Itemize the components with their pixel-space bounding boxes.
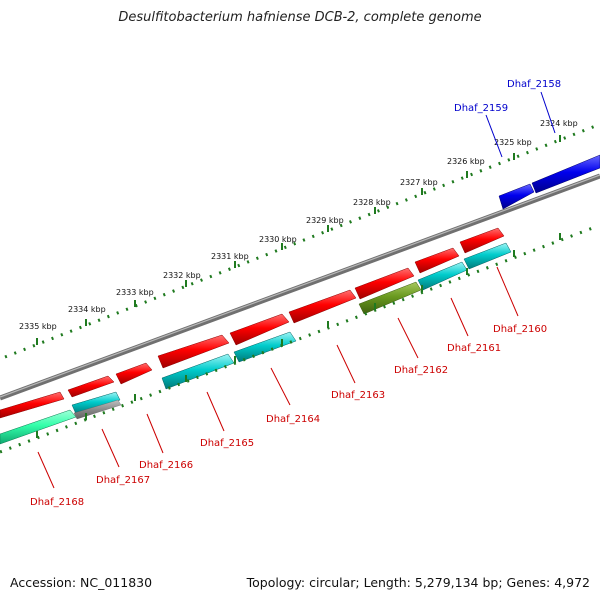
gene-label-dhaf-2164[interactable]: Dhaf_2164 [266,414,320,425]
gene-dhaf-2160-forward[interactable] [459,227,505,254]
forward-genes [0,154,600,419]
gene-dhaf-2165-forward[interactable] [157,334,230,369]
gene-label-dhaf-2159[interactable]: Dhaf_2159 [454,103,508,114]
scale-label: 2331 kbp [211,252,249,261]
gene-dhaf-2159-forward[interactable] [498,183,535,210]
scale-label: 2334 kbp [68,305,106,314]
accession-text: Accession: NC_011830 [10,575,153,590]
gene-label-dhaf-2165[interactable]: Dhaf_2165 [200,438,254,449]
scale-label: 2326 kbp [447,157,485,166]
gene-dhaf-2158-forward[interactable] [531,154,600,194]
scale-label: 2325 kbp [494,138,532,147]
scale-label: 2324 kbp [540,119,578,128]
gene-label-dhaf-2158[interactable]: Dhaf_2158 [507,79,561,90]
map-title: Desulfitobacterium hafniense DCB-2, comp… [118,10,482,25]
scale-label: 2335 kbp [19,322,57,331]
scale-label: 2332 kbp [163,271,201,280]
genome-backbone [0,173,600,401]
inner-tick-track [0,224,599,454]
genome-summary-text: Topology: circular; Length: 5,279,134 bp… [246,575,590,590]
gene-dhaf-2166-forward[interactable] [115,362,153,385]
scale-label: 2327 kbp [400,178,438,187]
gene-dhaf-2162-forward[interactable] [354,267,415,300]
scale-label: 2329 kbp [306,216,344,225]
scale-label: 2328 kbp [353,198,391,207]
gene-dhaf-2161-forward[interactable] [414,247,460,274]
gene-label-dhaf-2168[interactable]: Dhaf_2168 [30,497,84,508]
reverse-genes [0,242,512,445]
gene-dhaf-2163-forward[interactable] [288,289,357,324]
gene-label-dhaf-2161[interactable]: Dhaf_2161 [447,343,501,354]
gene-dhaf-2164-forward[interactable] [229,313,290,346]
gene-dhaf-2160-reverse[interactable] [463,242,512,270]
gene-labels: Dhaf_2158 Dhaf_2159 Dhaf_2160 Dhaf_2161 … [30,79,561,508]
outer-tick-track [4,123,599,359]
gene-label-dhaf-2162[interactable]: Dhaf_2162 [394,365,448,376]
gene-dhaf-2167-reverse[interactable] [71,391,121,415]
scale-labels: 2324 kbp 2325 kbp 2326 kbp 2327 kbp 2328… [19,119,578,331]
gene-label-dhaf-2167[interactable]: Dhaf_2167 [96,475,150,486]
gene-label-dhaf-2163[interactable]: Dhaf_2163 [331,390,385,401]
gene-label-dhaf-2160[interactable]: Dhaf_2160 [493,324,547,335]
gene-dhaf-2164-reverse[interactable] [233,331,297,363]
label-leaders [37,91,556,489]
scale-label: 2333 kbp [116,288,154,297]
scale-label: 2330 kbp [259,235,297,244]
gene-dhaf-2168-forward[interactable] [0,391,65,419]
gene-label-dhaf-2166[interactable]: Dhaf_2166 [139,460,193,471]
gene-dhaf-2167-forward[interactable] [67,375,115,398]
